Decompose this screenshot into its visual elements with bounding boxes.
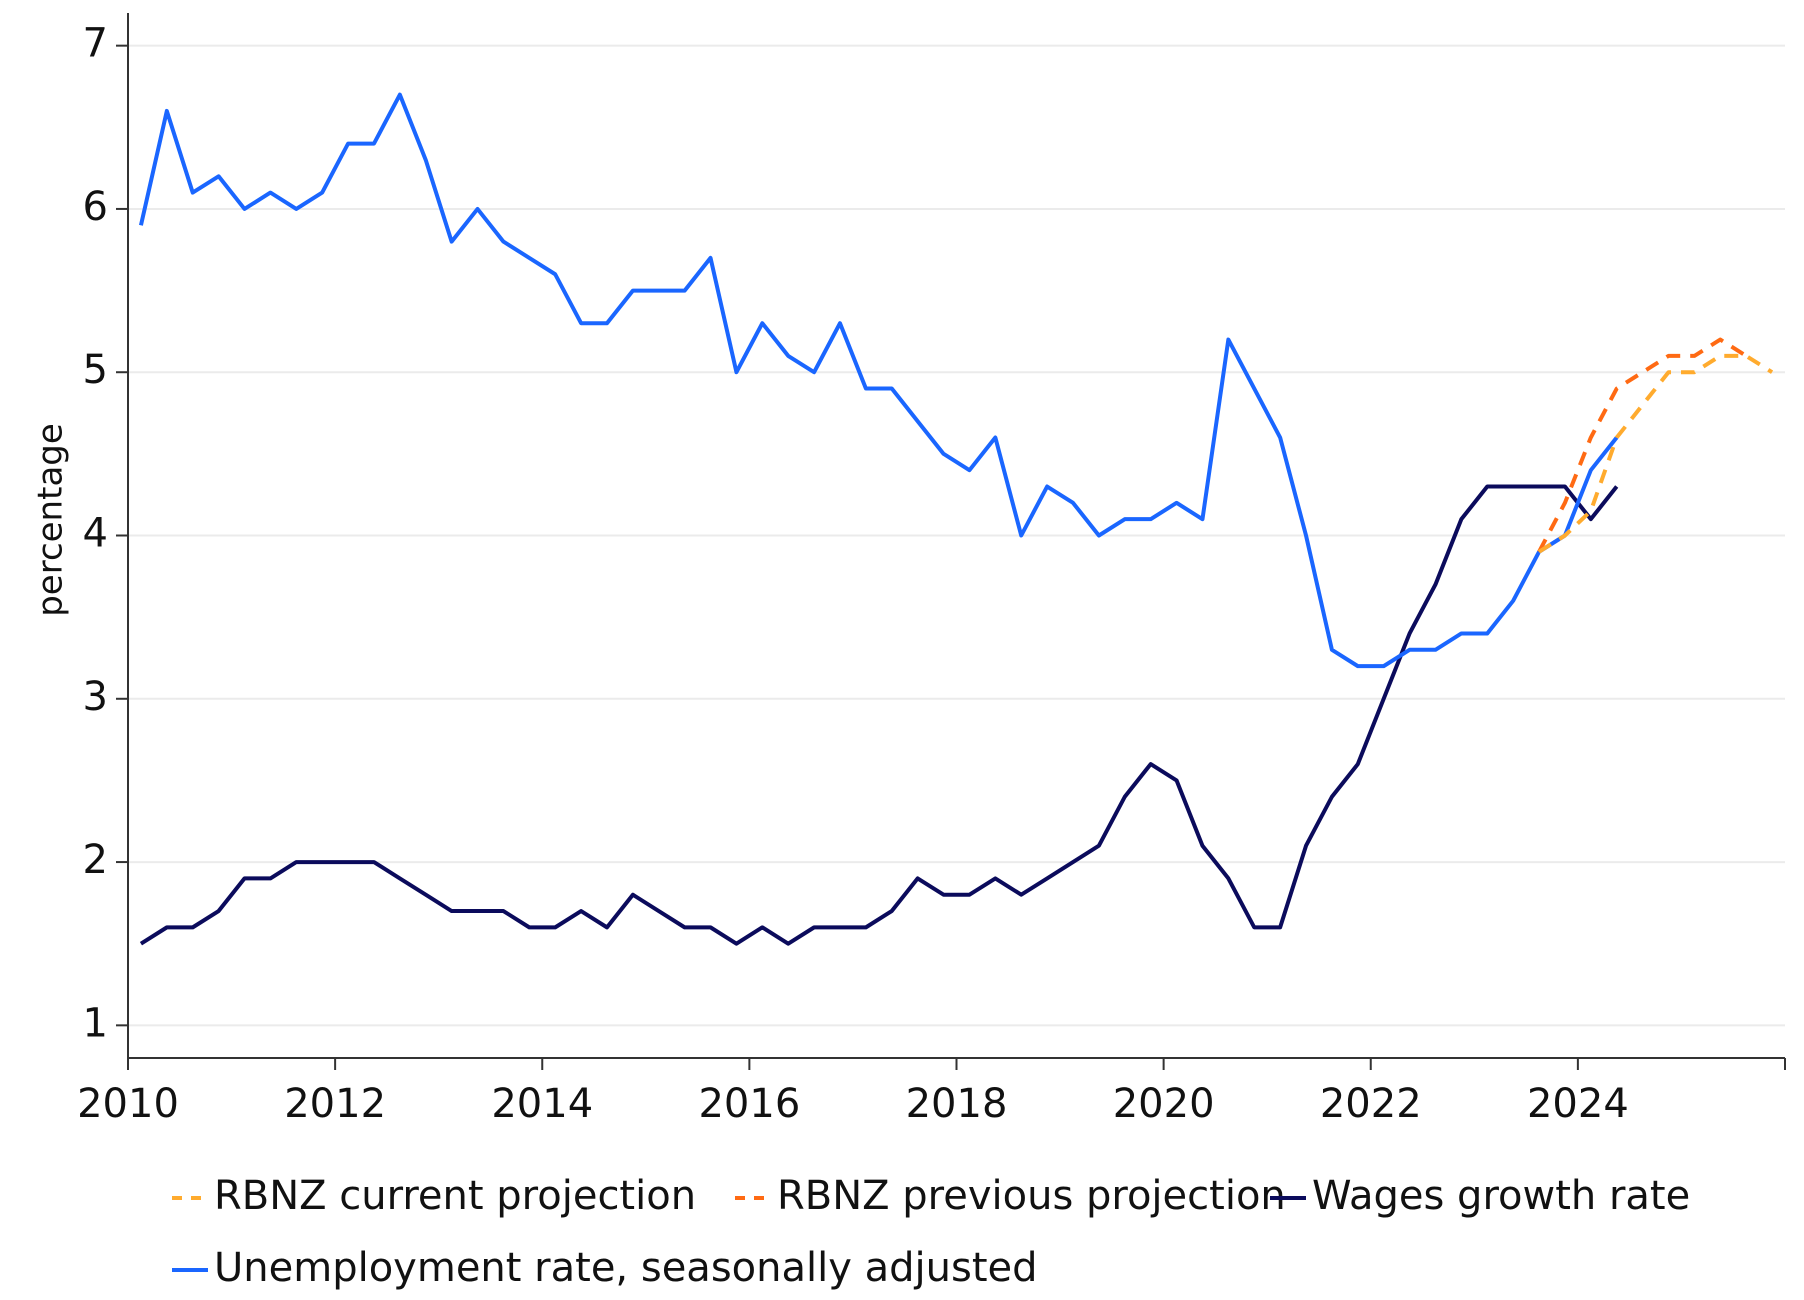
- x-tick-label: 2022: [1320, 1081, 1422, 1127]
- x-tick-label: 2016: [698, 1081, 800, 1127]
- y-axis-label: percentage: [31, 423, 71, 617]
- y-tick-label: 7: [83, 21, 108, 67]
- y-tick-label: 6: [83, 184, 108, 230]
- legend-label: RBNZ current projection: [214, 1173, 696, 1219]
- y-tick-label: 3: [83, 674, 108, 720]
- legend-label: Unemployment rate, seasonally adjusted: [214, 1245, 1038, 1291]
- line-series: [1537, 353, 1774, 554]
- x-tick-label: 2012: [284, 1081, 386, 1127]
- y-tick-label: 5: [83, 347, 108, 393]
- x-tick-label: 2018: [906, 1081, 1008, 1127]
- x-tick-label: 2014: [491, 1081, 593, 1127]
- x-tick-label: 2024: [1527, 1081, 1629, 1127]
- line-series: [139, 484, 1619, 946]
- y-tick-label: 4: [83, 511, 108, 557]
- y-tick-label: 1: [83, 1000, 108, 1046]
- x-tick-label: 2020: [1113, 1081, 1215, 1127]
- y-tick-label: 2: [83, 837, 108, 883]
- line-series: [138, 92, 1619, 669]
- legend-label: RBNZ previous projection: [777, 1173, 1286, 1219]
- x-tick-label: 2010: [77, 1081, 179, 1127]
- legend-label: Wages growth rate: [1312, 1173, 1690, 1219]
- line-series: [1537, 337, 1748, 553]
